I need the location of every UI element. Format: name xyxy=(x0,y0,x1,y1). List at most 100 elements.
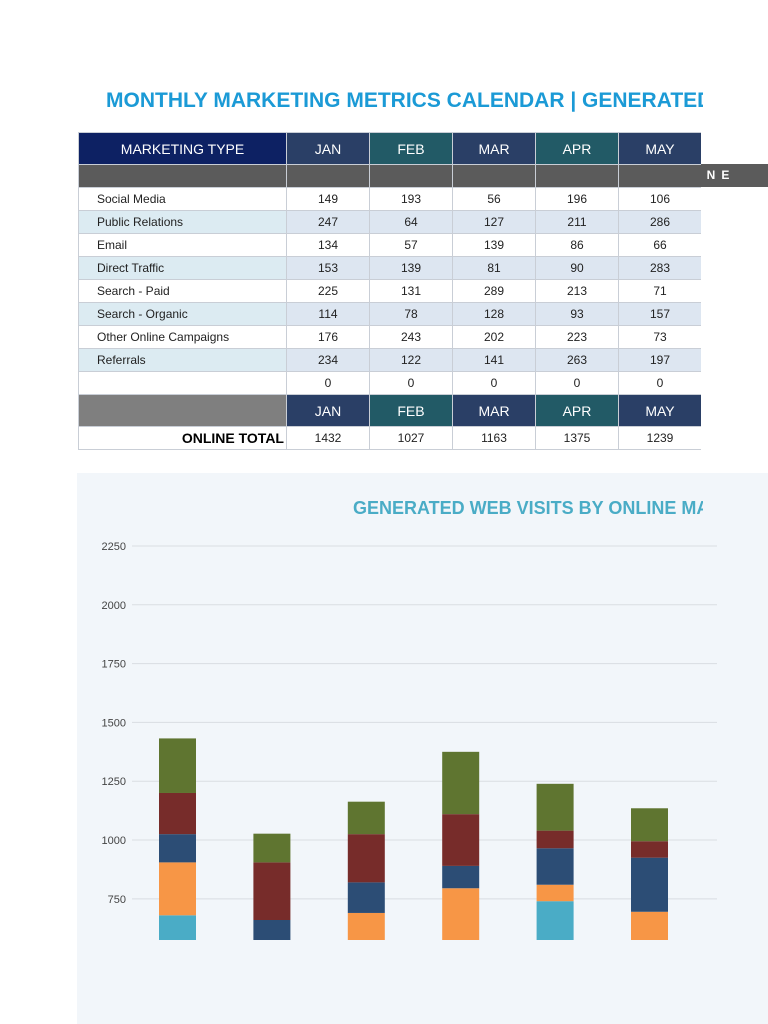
row-value[interactable]: 57 xyxy=(369,233,453,257)
row-value[interactable]: 0 xyxy=(618,371,701,395)
row-value[interactable]: 64 xyxy=(369,210,453,234)
table-row: Direct Traffic 153 139 81 90 283 xyxy=(78,256,701,280)
chart-title: GENERATED WEB VISITS BY ONLINE MARKETING… xyxy=(353,498,703,518)
bar-segment-jan-0[interactable] xyxy=(159,915,196,940)
row-value[interactable]: 202 xyxy=(452,325,536,349)
bar-segment-feb-4[interactable] xyxy=(253,833,291,863)
row-label: Email xyxy=(78,233,287,257)
row-value[interactable]: 139 xyxy=(369,256,453,280)
bar-segment-jun-1[interactable] xyxy=(631,911,668,940)
table-row: Search - Paid 225 131 289 213 71 xyxy=(78,279,701,303)
row-value[interactable]: 153 xyxy=(286,256,370,280)
bar-segment-jan-3[interactable] xyxy=(159,792,196,835)
row-value[interactable]: 286 xyxy=(618,210,701,234)
bar-segment-apr-1[interactable] xyxy=(442,888,480,940)
metrics-table: MARKETING TYPE JAN FEB MAR APR MAY Social Medi… xyxy=(78,132,701,450)
section-band-row xyxy=(78,164,701,188)
bar-segment-mar-4[interactable] xyxy=(347,801,385,835)
stacked-bar-chart: 750 1000 1250 1500 1750 2000 2250 xyxy=(102,541,717,940)
row-value[interactable]: 225 xyxy=(286,279,370,303)
row-label xyxy=(78,371,287,395)
row-value[interactable]: 71 xyxy=(618,279,701,303)
bar-segment-feb-3[interactable] xyxy=(253,862,291,921)
bar-segment-mar-3[interactable] xyxy=(347,834,385,883)
bar-segment-jun-3[interactable] xyxy=(631,841,668,858)
row-value[interactable]: 149 xyxy=(286,187,370,211)
header-month-jan: JAN xyxy=(286,132,370,165)
row-value[interactable]: 128 xyxy=(452,302,536,326)
bar-segment-apr-2[interactable] xyxy=(442,865,480,889)
row-value[interactable]: 90 xyxy=(535,256,619,280)
row-value[interactable]: 247 xyxy=(286,210,370,234)
totals-header-month-may: MAY xyxy=(618,394,701,427)
row-value[interactable]: 0 xyxy=(452,371,536,395)
row-value[interactable]: 263 xyxy=(535,348,619,372)
bar-segment-jan-4[interactable] xyxy=(159,738,196,793)
row-value[interactable]: 81 xyxy=(452,256,536,280)
row-value[interactable]: 106 xyxy=(618,187,701,211)
table-row: Public Relations 247 64 127 211 286 xyxy=(78,210,701,234)
row-label: Referrals xyxy=(78,348,287,372)
online-total-value: 1239 xyxy=(618,426,701,450)
row-value[interactable]: 93 xyxy=(535,302,619,326)
row-value[interactable]: 86 xyxy=(535,233,619,257)
row-value[interactable]: 157 xyxy=(618,302,701,326)
row-label: Search - Paid xyxy=(78,279,287,303)
bar-segment-apr-3[interactable] xyxy=(442,814,480,866)
online-total-value: 1432 xyxy=(286,426,370,450)
bar-segment-feb-2[interactable] xyxy=(253,920,291,940)
row-value[interactable]: 213 xyxy=(535,279,619,303)
row-value[interactable]: 289 xyxy=(452,279,536,303)
bar-segment-mar-1[interactable] xyxy=(347,912,385,940)
header-marketing-type: MARKETING TYPE xyxy=(78,132,287,165)
online-total-value: 1027 xyxy=(369,426,453,450)
y-tick-label: 750 xyxy=(108,894,126,906)
y-tick-label: 1250 xyxy=(102,776,126,788)
row-value[interactable]: 66 xyxy=(618,233,701,257)
row-value[interactable]: 127 xyxy=(452,210,536,234)
row-value[interactable]: 139 xyxy=(452,233,536,257)
row-value[interactable]: 234 xyxy=(286,348,370,372)
row-value[interactable]: 73 xyxy=(618,325,701,349)
row-value[interactable]: 134 xyxy=(286,233,370,257)
bar-segment-jun-2[interactable] xyxy=(631,857,668,912)
row-label: Social Media xyxy=(78,187,287,211)
row-value[interactable]: 0 xyxy=(535,371,619,395)
table-row: Other Online Campaigns 176 243 202 223 73 xyxy=(78,325,701,349)
row-value[interactable]: 243 xyxy=(369,325,453,349)
row-value[interactable]: 141 xyxy=(452,348,536,372)
row-value[interactable]: 223 xyxy=(535,325,619,349)
online-total-row: ONLINE TOTAL 1432 1027 1163 1375 1239 xyxy=(78,426,701,450)
row-value[interactable]: 56 xyxy=(452,187,536,211)
row-value[interactable]: 122 xyxy=(369,348,453,372)
row-value[interactable]: 176 xyxy=(286,325,370,349)
bar-segment-may-3[interactable] xyxy=(536,830,574,849)
bar-segment-may-2[interactable] xyxy=(536,848,574,885)
bar-segment-jan-1[interactable] xyxy=(159,862,196,916)
bar-segment-apr-4[interactable] xyxy=(442,751,480,815)
totals-header-month-jan: JAN xyxy=(286,394,370,427)
page-title: MONTHLY MARKETING METRICS CALENDAR | GEN… xyxy=(106,89,703,112)
bar-segment-may-0[interactable] xyxy=(536,901,574,940)
row-value[interactable]: 196 xyxy=(535,187,619,211)
bar-segment-mar-2[interactable] xyxy=(347,882,385,913)
row-value[interactable]: 283 xyxy=(618,256,701,280)
row-value[interactable]: 114 xyxy=(286,302,370,326)
row-value[interactable]: 0 xyxy=(369,371,453,395)
row-value[interactable]: 78 xyxy=(369,302,453,326)
bar-segment-may-4[interactable] xyxy=(536,783,574,831)
row-value[interactable]: 0 xyxy=(286,371,370,395)
row-label: Search - Organic xyxy=(78,302,287,326)
bar-segment-jun-4[interactable] xyxy=(631,808,668,842)
bar-segment-may-1[interactable] xyxy=(536,884,574,902)
row-value[interactable]: 197 xyxy=(618,348,701,372)
row-value[interactable]: 211 xyxy=(535,210,619,234)
row-value[interactable]: 193 xyxy=(369,187,453,211)
totals-header-month-mar: MAR xyxy=(452,394,536,427)
header-month-apr: APR xyxy=(535,132,619,165)
row-value[interactable]: 131 xyxy=(369,279,453,303)
bar-segment-jan-2[interactable] xyxy=(159,834,196,863)
table-row: Email 134 57 139 86 66 xyxy=(78,233,701,257)
